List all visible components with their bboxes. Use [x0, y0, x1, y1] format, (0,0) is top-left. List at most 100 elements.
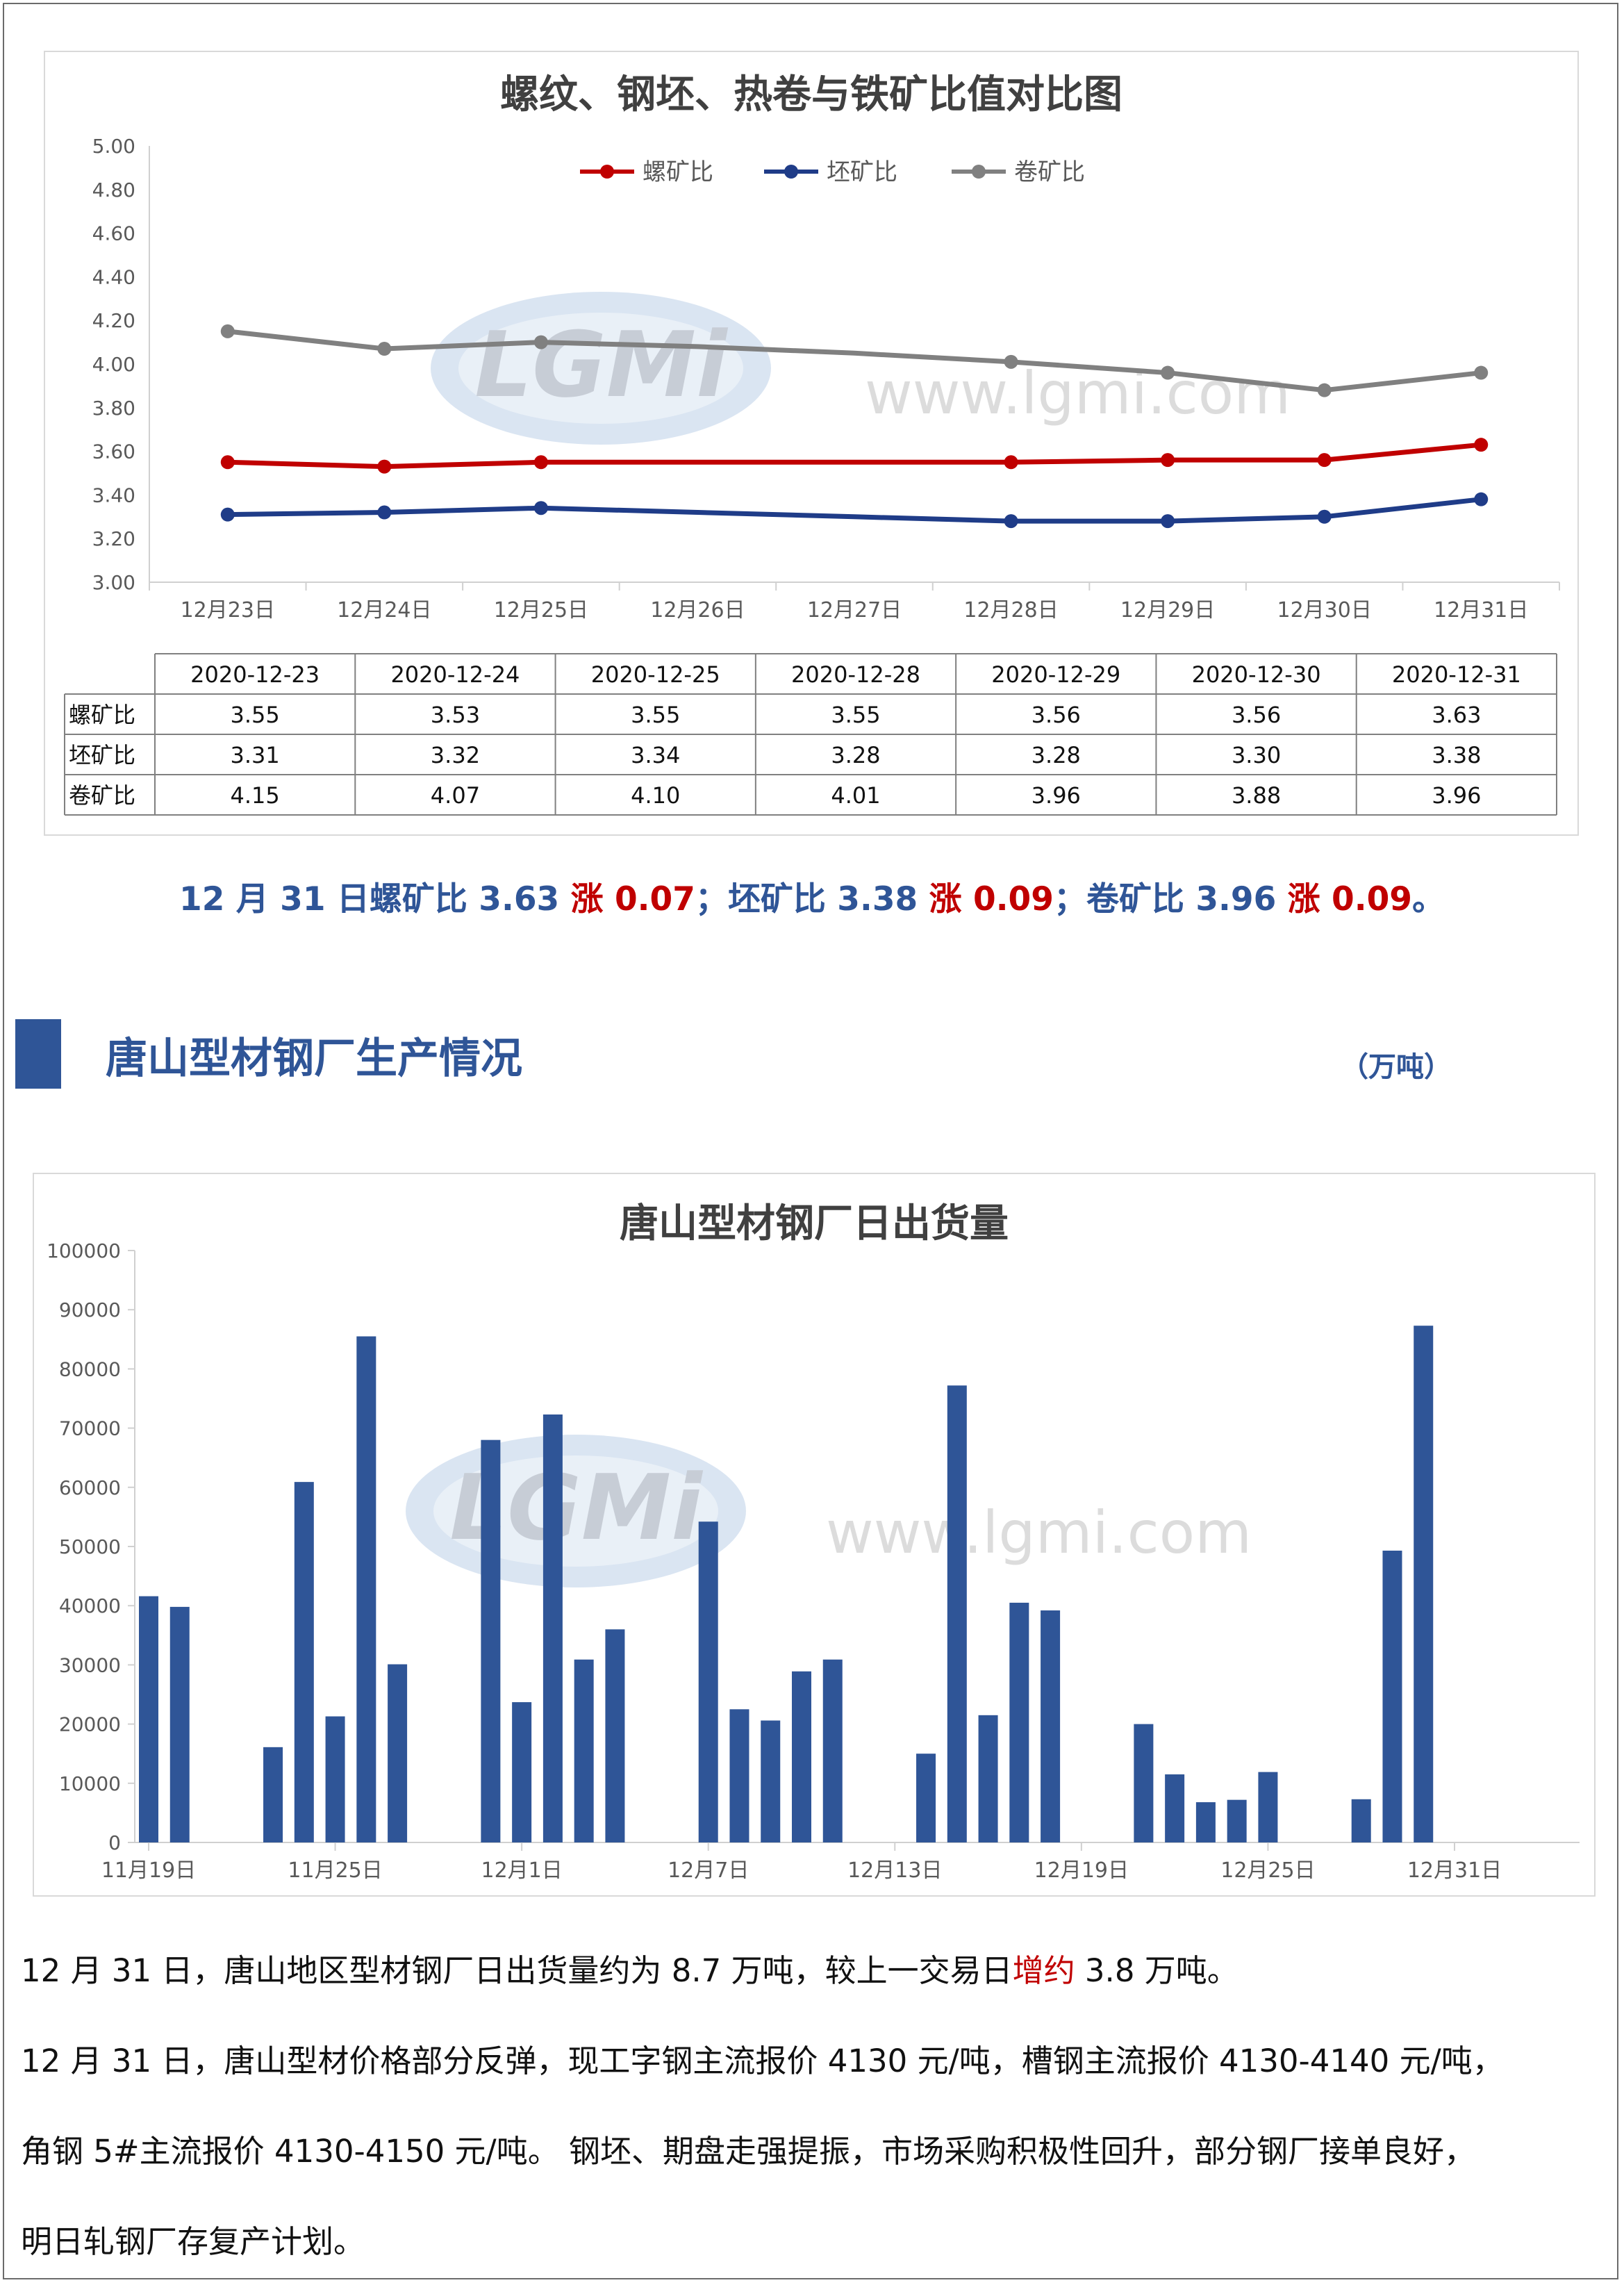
x-tick-label: 12月23日 — [181, 598, 275, 622]
watermark-logo: LGMi — [474, 312, 729, 418]
bar — [139, 1596, 158, 1842]
y-tick-label: 4.80 — [92, 179, 135, 201]
table-cell: 3.88 — [1232, 782, 1281, 809]
bar — [698, 1521, 718, 1842]
watermark-url-2: www.lgmi.com — [826, 1499, 1252, 1567]
bar — [1258, 1772, 1278, 1842]
p1-red: 增约 — [1012, 1952, 1075, 1989]
summary-up-3: 涨 0.09 — [1287, 880, 1412, 918]
table-cell: 3.55 — [231, 702, 280, 728]
data-point — [377, 342, 392, 356]
y-tick-label: 5.00 — [92, 135, 135, 158]
lgmi-watermark-2: LGMi www.lgmi.com — [406, 1435, 1252, 1587]
lgmi-watermark: LGMi www.lgmi.com — [431, 292, 1291, 445]
shipment-chart-title: 唐山型材钢厂日出货量 — [620, 1201, 1009, 1246]
y-tick-label: 10000 — [59, 1772, 121, 1795]
bar — [792, 1671, 811, 1842]
watermark-url: www.lgmi.com — [865, 359, 1291, 427]
table-cell: 4.01 — [831, 782, 880, 809]
ratio-chart-title: 螺纹、钢坯、热卷与铁矿比值对比图 — [500, 72, 1122, 117]
y-tick-label: 3.80 — [92, 397, 135, 420]
x-tick-label: 11月25日 — [288, 1858, 382, 1883]
y-tick-label: 4.40 — [92, 265, 135, 288]
section-unit: （万吨） — [1341, 1051, 1452, 1083]
legend-label: 螺矿比 — [643, 158, 713, 186]
summary-up-2: 涨 0.09 — [929, 880, 1054, 918]
table-cell: 3.53 — [431, 702, 480, 728]
data-point — [1317, 383, 1332, 397]
data-point — [220, 455, 235, 470]
data-point — [377, 505, 392, 520]
data-point — [1004, 455, 1018, 470]
table-header-cell: 2020-12-29 — [991, 661, 1120, 688]
shipment-chart-panel: 唐山型材钢厂日出货量 LGMi www.lgmi.com 100000 90000… — [33, 1173, 1596, 1897]
p1-text-a: 12 月 31 日，唐山地区型材钢厂日出货量约为 8.7 万吨，较上一交易日 — [21, 1952, 1013, 1989]
x-tick-label: 12月31日 — [1434, 598, 1528, 622]
data-point — [1317, 509, 1332, 524]
y-tick-label: 50000 — [59, 1535, 121, 1558]
bar — [1134, 1724, 1154, 1842]
bar — [542, 1414, 563, 1842]
table-row-label: 卷矿比 — [69, 782, 135, 809]
bar — [294, 1482, 314, 1842]
data-point — [1161, 514, 1175, 529]
table-header-cell: 2020-12-23 — [190, 661, 320, 688]
bar — [169, 1606, 190, 1842]
data-point — [1474, 365, 1489, 380]
ratio-line-chart: 螺纹、钢坯、热卷与铁矿比值对比图 LGMi www.lgmi.com 5.00 4… — [64, 72, 1560, 816]
y-tick-label: 3.60 — [92, 440, 135, 463]
data-point — [1474, 492, 1489, 506]
series-line — [227, 497, 1482, 524]
bar — [388, 1664, 408, 1842]
y-tick-label: 90000 — [59, 1298, 121, 1321]
summary-text-1: 12 月 31 日螺矿比 3.63 — [179, 880, 571, 918]
bar — [481, 1440, 501, 1842]
table-cell: 4.07 — [431, 782, 480, 809]
x-tick-label: 12月28日 — [963, 598, 1058, 622]
paragraph-1: 12 月 31 日，唐山地区型材钢厂日出货量约为 8.7 万吨，较上一交易日增约… — [21, 1945, 1238, 1990]
y-tick-label: 40000 — [59, 1594, 121, 1617]
bar — [574, 1659, 594, 1842]
x-tick-label: 12月13日 — [847, 1858, 942, 1883]
table-header-cell: 2020-12-28 — [791, 661, 920, 688]
data-point — [1474, 438, 1489, 452]
summary-end: 。 — [1411, 880, 1445, 918]
table-cell: 3.28 — [831, 742, 880, 768]
bar — [761, 1720, 781, 1842]
table-cell: 3.34 — [631, 742, 680, 768]
shipment-bar-chart: 唐山型材钢厂日出货量 LGMi www.lgmi.com 100000 90000… — [47, 1201, 1580, 1883]
bar — [822, 1659, 843, 1842]
section-title: 唐山型材钢厂生产情况 — [106, 1034, 522, 1083]
legend-marker — [972, 165, 986, 179]
legend-marker — [784, 165, 798, 179]
bar — [605, 1629, 625, 1842]
data-point — [1317, 453, 1332, 468]
data-point — [533, 335, 548, 349]
data-point — [533, 455, 548, 470]
y-tick-label: 100000 — [47, 1239, 121, 1262]
table-cell: 3.55 — [631, 702, 680, 728]
x-tick-label: 12月27日 — [807, 598, 902, 622]
y-tick-label: 4.60 — [92, 222, 135, 245]
table-cell: 3.56 — [1232, 702, 1281, 728]
table-cell: 3.38 — [1432, 742, 1481, 768]
x-tick-label: 12月25日 — [494, 598, 588, 622]
data-point — [220, 324, 235, 338]
table-row-label: 螺矿比 — [69, 702, 135, 728]
bar — [1414, 1326, 1434, 1842]
data-point — [377, 459, 392, 474]
bar — [356, 1336, 376, 1842]
x-tick-label: 12月19日 — [1034, 1858, 1129, 1883]
table-row-label: 坯矿比 — [69, 742, 135, 768]
bar — [916, 1754, 936, 1842]
bar — [263, 1747, 283, 1842]
summary-text-2: ；坯矿比 3.38 — [695, 880, 929, 918]
x-tick-label: 12月7日 — [668, 1858, 749, 1883]
table-cell: 3.63 — [1432, 702, 1481, 728]
paragraph-2: 12 月 31 日，唐山型材价格部分反弹，现工字钢主流报价 4130 元/吨，槽… — [21, 2043, 1504, 2079]
table-cell: 3.96 — [1031, 782, 1081, 809]
paragraph-4: 明日轧钢厂存复产计划。 — [21, 2223, 365, 2260]
bar — [512, 1702, 532, 1842]
bar — [978, 1715, 998, 1842]
data-point — [533, 501, 548, 515]
